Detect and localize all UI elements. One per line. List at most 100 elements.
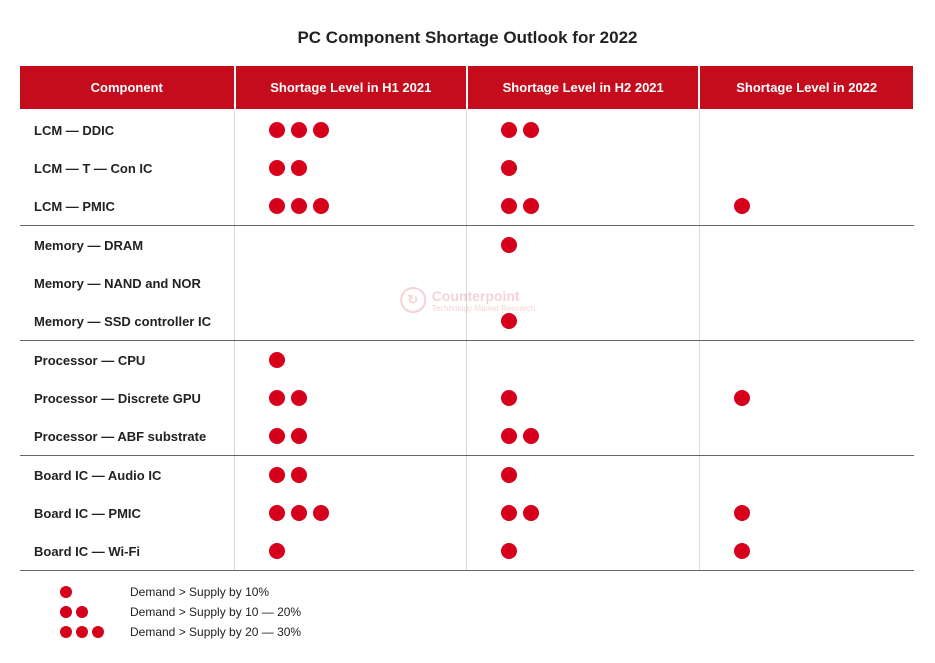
dot-icon: [76, 626, 88, 638]
dot-icon: [523, 122, 539, 138]
table-row: LCM — T — Con IC: [20, 149, 914, 187]
dot-icon: [523, 198, 539, 214]
table-row: LCM — PMIC: [20, 187, 914, 226]
dot-cell: [467, 302, 699, 341]
dot-icon: [313, 505, 329, 521]
row-label: Processor — ABF substrate: [20, 417, 235, 456]
dot-cell: [467, 379, 699, 417]
dot-cell: [699, 494, 914, 532]
dot-cell: [235, 302, 467, 341]
dot-cell: [235, 149, 467, 187]
dot-icon: [269, 390, 285, 406]
legend-row: Demand > Supply by 20 — 30%: [60, 623, 915, 641]
dot-icon: [76, 606, 88, 618]
row-label: LCM — DDIC: [20, 110, 235, 149]
dot-icon: [269, 467, 285, 483]
dot-icon: [269, 428, 285, 444]
table-row: Processor — Discrete GPU: [20, 379, 914, 417]
dot-cell: [235, 226, 467, 265]
row-label: Board IC — Audio IC: [20, 456, 235, 495]
table-header-cell: Component: [20, 66, 235, 110]
table-row: Board IC — Wi-Fi: [20, 532, 914, 571]
dot-icon: [313, 122, 329, 138]
row-label: Processor — CPU: [20, 341, 235, 380]
table-header-cell: Shortage Level in H1 2021: [235, 66, 467, 110]
page-title: PC Component Shortage Outlook for 2022: [20, 28, 915, 48]
table-header-row: ComponentShortage Level in H1 2021Shorta…: [20, 66, 914, 110]
dot-icon: [523, 505, 539, 521]
dot-cell: [467, 264, 699, 302]
dot-icon: [501, 313, 517, 329]
dot-cell: [699, 187, 914, 226]
dot-cell: [699, 417, 914, 456]
dot-cell: [699, 226, 914, 265]
dot-icon: [734, 390, 750, 406]
dot-icon: [291, 467, 307, 483]
dot-icon: [291, 160, 307, 176]
dot-icon: [291, 122, 307, 138]
table-header-cell: Shortage Level in H2 2021: [467, 66, 699, 110]
dot-icon: [501, 543, 517, 559]
dot-icon: [60, 606, 72, 618]
dot-icon: [92, 626, 104, 638]
dot-cell: [235, 341, 467, 380]
dot-icon: [734, 505, 750, 521]
table-row: Memory — DRAM: [20, 226, 914, 265]
dot-cell: [235, 456, 467, 495]
shortage-table: ComponentShortage Level in H1 2021Shorta…: [20, 66, 915, 571]
dot-icon: [501, 428, 517, 444]
table-header-cell: Shortage Level in 2022: [699, 66, 914, 110]
legend-label: Demand > Supply by 10%: [130, 585, 269, 599]
dot-cell: [699, 302, 914, 341]
dot-icon: [501, 390, 517, 406]
row-label: Processor — Discrete GPU: [20, 379, 235, 417]
dot-icon: [734, 543, 750, 559]
legend-label: Demand > Supply by 10 — 20%: [130, 605, 301, 619]
dot-icon: [269, 122, 285, 138]
table-row: LCM — DDIC: [20, 110, 914, 149]
dot-cell: [467, 532, 699, 571]
dot-cell: [699, 264, 914, 302]
dot-icon: [291, 505, 307, 521]
dot-icon: [501, 160, 517, 176]
dot-cell: [467, 187, 699, 226]
dot-icon: [291, 198, 307, 214]
dot-cell: [699, 379, 914, 417]
dot-icon: [60, 586, 72, 598]
dot-cell: [467, 149, 699, 187]
dot-cell: [235, 417, 467, 456]
dot-icon: [269, 160, 285, 176]
dot-icon: [291, 390, 307, 406]
row-label: Board IC — Wi-Fi: [20, 532, 235, 571]
dot-cell: [235, 264, 467, 302]
dot-cell: [699, 110, 914, 149]
dot-icon: [523, 428, 539, 444]
dot-cell: [467, 456, 699, 495]
dot-icon: [269, 198, 285, 214]
dot-icon: [269, 543, 285, 559]
dot-cell: [235, 110, 467, 149]
dot-icon: [60, 626, 72, 638]
dot-cell: [235, 494, 467, 532]
dot-icon: [501, 198, 517, 214]
legend-label: Demand > Supply by 20 — 30%: [130, 625, 301, 639]
dot-cell: [699, 456, 914, 495]
table-row: Processor — CPU: [20, 341, 914, 380]
table-row: Board IC — PMIC: [20, 494, 914, 532]
dot-icon: [501, 122, 517, 138]
table-row: Memory — SSD controller IC: [20, 302, 914, 341]
row-label: Board IC — PMIC: [20, 494, 235, 532]
dot-icon: [501, 237, 517, 253]
table-row: Board IC — Audio IC: [20, 456, 914, 495]
row-label: Memory — DRAM: [20, 226, 235, 265]
dot-cell: [699, 341, 914, 380]
dot-icon: [734, 198, 750, 214]
dot-cell: [235, 532, 467, 571]
dot-cell: [467, 494, 699, 532]
legend-row: Demand > Supply by 10%: [60, 583, 915, 601]
dot-cell: [467, 341, 699, 380]
legend: Demand > Supply by 10% Demand > Supply by…: [20, 583, 915, 641]
dot-icon: [501, 467, 517, 483]
dot-icon: [291, 428, 307, 444]
row-label: Memory — NAND and NOR: [20, 264, 235, 302]
